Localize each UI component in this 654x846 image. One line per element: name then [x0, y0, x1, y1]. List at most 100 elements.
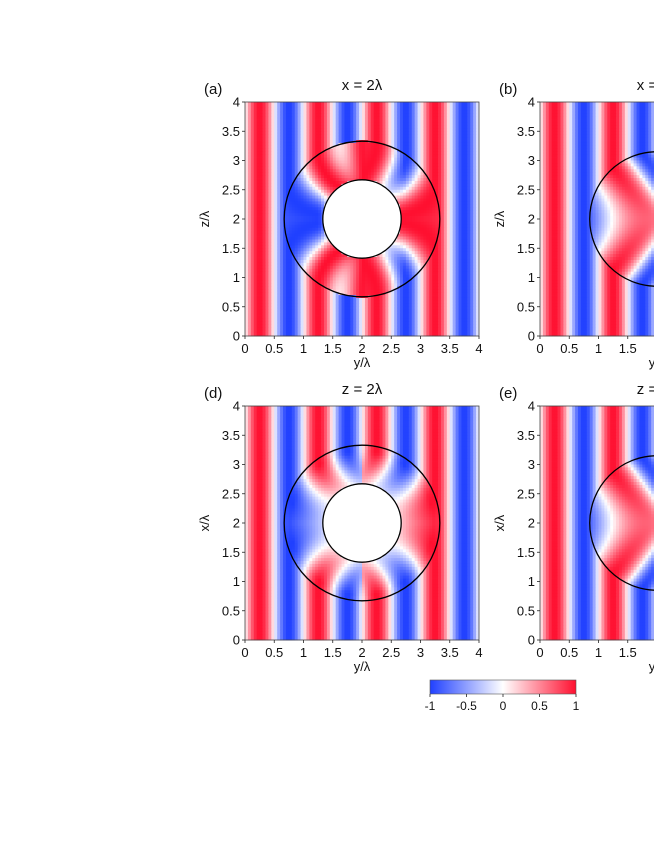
heatmap-cell: [415, 242, 418, 245]
heatmap-cell: [289, 231, 292, 234]
heatmap-cell: [473, 131, 476, 134]
heatmap-cell: [298, 216, 301, 219]
heatmap-cell: [412, 175, 415, 178]
heatmap-cell: [447, 204, 450, 207]
heatmap-cell: [271, 263, 274, 266]
heatmap-cell: [432, 149, 435, 152]
heatmap-cell: [263, 178, 266, 181]
heatmap-cell: [292, 260, 295, 263]
heatmap-cell: [274, 117, 277, 120]
heatmap-cell: [435, 152, 438, 155]
heatmap-cell: [412, 140, 415, 143]
heatmap-cell: [271, 184, 274, 187]
heatmap-cell: [409, 134, 412, 137]
heatmap-cell: [429, 111, 432, 114]
heatmap-cell: [304, 239, 307, 242]
heatmap-cell: [444, 213, 447, 216]
heatmap-cell: [309, 111, 312, 114]
heatmap-cell: [324, 187, 327, 190]
heatmap-cell: [359, 122, 362, 125]
heatmap-cell: [277, 128, 280, 131]
heatmap-cell: [464, 225, 467, 228]
heatmap-cell: [388, 152, 391, 155]
heatmap-cell: [467, 245, 470, 248]
heatmap-cell: [456, 117, 459, 120]
heatmap-cell: [263, 196, 266, 199]
heatmap-cell: [292, 216, 295, 219]
heatmap-cell: [286, 257, 289, 260]
heatmap-cell: [432, 216, 435, 219]
heatmap-cell: [444, 278, 447, 281]
heatmap-cell: [295, 161, 298, 164]
heatmap-cell: [330, 137, 333, 140]
heatmap-cell: [347, 128, 350, 131]
heatmap-cell: [453, 278, 456, 281]
heatmap-cell: [318, 266, 321, 269]
heatmap-cell: [245, 166, 248, 169]
heatmap-cell: [301, 105, 304, 108]
heatmap-cell: [385, 108, 388, 111]
heatmap-cell: [459, 169, 462, 172]
heatmap-cell: [283, 158, 286, 161]
heatmap-cell: [248, 102, 251, 105]
heatmap-cell: [441, 149, 444, 152]
heatmap-cell: [444, 181, 447, 184]
heatmap-cell: [333, 137, 336, 140]
heatmap-cell: [423, 242, 426, 245]
heatmap-cell: [277, 114, 280, 117]
heatmap-cell: [426, 102, 429, 105]
heatmap-cell: [406, 237, 409, 240]
heatmap-cell: [248, 155, 251, 158]
heatmap-cell: [473, 278, 476, 281]
heatmap-cell: [315, 245, 318, 248]
heatmap-cell: [377, 166, 380, 169]
heatmap-cell: [342, 161, 345, 164]
heatmap-cell: [459, 158, 462, 161]
heatmap-cell: [283, 254, 286, 257]
heatmap-cell: [321, 128, 324, 131]
heatmap-cell: [301, 196, 304, 199]
heatmap-cell: [274, 114, 277, 117]
heatmap-cell: [382, 134, 385, 137]
heatmap-cell: [318, 251, 321, 254]
heatmap-cell: [382, 254, 385, 257]
heatmap-cell: [418, 210, 421, 213]
heatmap-cell: [301, 207, 304, 210]
heatmap-cell: [371, 161, 374, 164]
heatmap-cell: [298, 190, 301, 193]
heatmap-cell: [368, 117, 371, 120]
heatmap-cell: [394, 275, 397, 278]
heatmap-cell: [426, 266, 429, 269]
heatmap-cell: [318, 193, 321, 196]
heatmap-cell: [394, 105, 397, 108]
heatmap-cell: [450, 234, 453, 237]
heatmap-cell: [450, 152, 453, 155]
heatmap-cell: [403, 207, 406, 210]
heatmap-cell: [397, 266, 400, 269]
heatmap-cell: [283, 114, 286, 117]
heatmap-cell: [423, 245, 426, 248]
heatmap-cell: [423, 187, 426, 190]
heatmap-cell: [391, 131, 394, 134]
heatmap-cell: [330, 125, 333, 128]
heatmap-cell: [470, 201, 473, 204]
heatmap-cell: [257, 275, 260, 278]
heatmap-cell: [418, 219, 421, 222]
heatmap-cell: [453, 239, 456, 242]
heatmap-cell: [467, 193, 470, 196]
heatmap-cell: [432, 114, 435, 117]
heatmap-cell: [473, 266, 476, 269]
heatmap-cell: [459, 275, 462, 278]
heatmap-cell: [271, 178, 274, 181]
heatmap-cell: [359, 272, 362, 275]
heatmap-cell: [467, 128, 470, 131]
heatmap-cell: [380, 131, 383, 134]
heatmap-cell: [470, 161, 473, 164]
heatmap-cell: [400, 143, 403, 146]
heatmap-cell: [374, 178, 377, 181]
heatmap-cell: [298, 222, 301, 225]
heatmap-cell: [391, 257, 394, 260]
heatmap-cell: [473, 207, 476, 210]
heatmap-cell: [467, 254, 470, 257]
heatmap-cell: [289, 207, 292, 210]
